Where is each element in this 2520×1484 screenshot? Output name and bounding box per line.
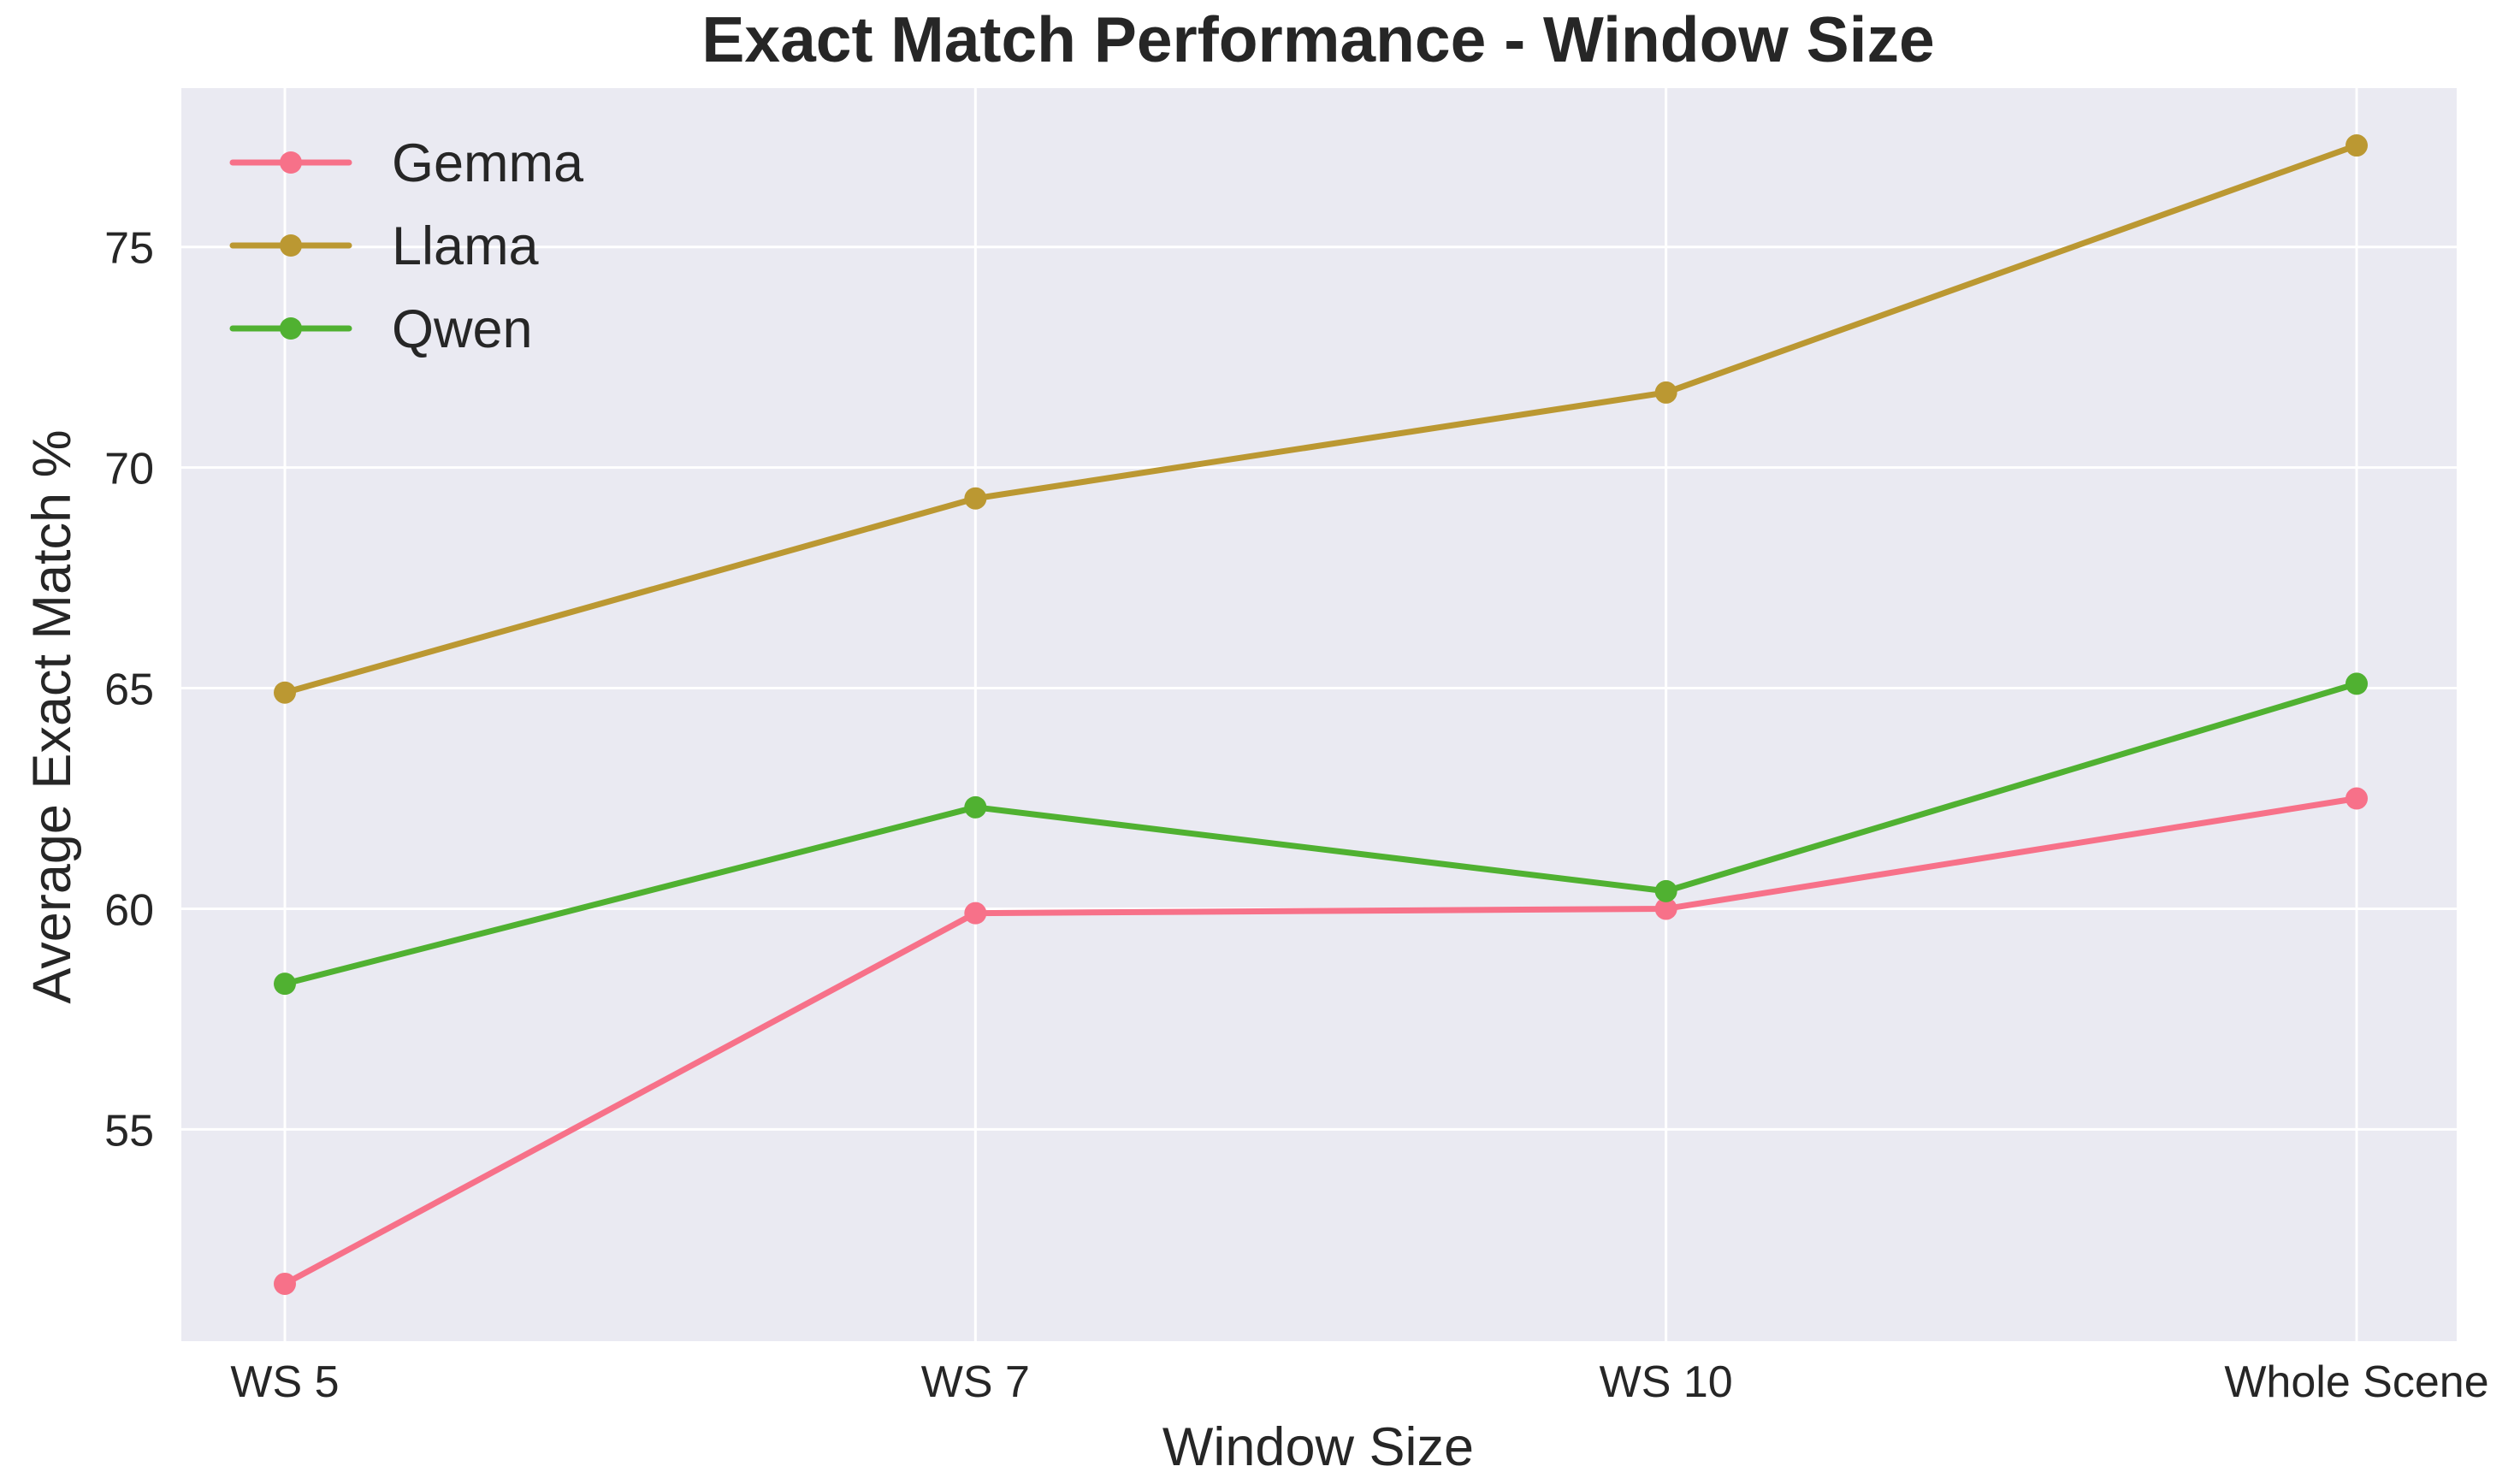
data-point	[274, 681, 296, 704]
legend-label: Llama	[392, 216, 540, 276]
legend-marker	[280, 151, 302, 174]
y-tick-label: 55	[104, 1106, 154, 1156]
y-tick-label: 75	[104, 224, 154, 274]
data-point	[2345, 672, 2368, 695]
legend-item-llama: Llama	[229, 216, 540, 276]
data-point	[274, 1272, 296, 1295]
y-tick-label: 65	[104, 665, 154, 715]
x-tick-label: WS 7	[921, 1357, 1030, 1407]
series-line	[281, 142, 2360, 696]
legend-item-gemma: Gemma	[229, 133, 584, 193]
x-tick-label: Whole Scene	[2224, 1357, 2488, 1407]
series-qwen	[274, 672, 2368, 996]
data-point	[2345, 787, 2368, 810]
data-point	[274, 973, 296, 996]
series-line	[281, 680, 2360, 987]
x-axis-label: Window Size	[1162, 1417, 1474, 1477]
y-tick-label: 70	[104, 445, 154, 494]
x-tick-label: WS 5	[230, 1357, 339, 1407]
series-llama	[274, 134, 2368, 704]
data-point	[964, 795, 987, 819]
data-point	[964, 487, 987, 510]
grid	[181, 88, 2457, 1341]
legend-label: Qwen	[392, 299, 533, 359]
series-lines	[274, 134, 2368, 1295]
legend: Gemma Llama Qwen	[229, 133, 584, 359]
y-axis-label: Average Exact Match %	[22, 429, 82, 1003]
legend-marker	[280, 317, 302, 340]
plot-area	[181, 88, 2457, 1341]
data-point	[1654, 897, 1677, 920]
data-point	[1654, 381, 1677, 404]
series-gemma	[274, 787, 2368, 1295]
data-point	[1654, 879, 1677, 902]
legend-marker	[280, 234, 302, 257]
legend-label: Gemma	[392, 133, 584, 193]
chart-title: Exact Match Performance - Window Size	[701, 3, 1934, 75]
legend-item-qwen: Qwen	[229, 299, 533, 359]
data-point	[2345, 134, 2368, 157]
y-tick-label: 60	[104, 885, 154, 935]
series-line	[281, 795, 2360, 1287]
data-point	[964, 902, 987, 925]
tick-labels: 55 60 65 70 75 WS 5 WS 7 WS 10 Whole Scene	[104, 224, 2488, 1407]
x-tick-label: WS 10	[1600, 1357, 1733, 1407]
